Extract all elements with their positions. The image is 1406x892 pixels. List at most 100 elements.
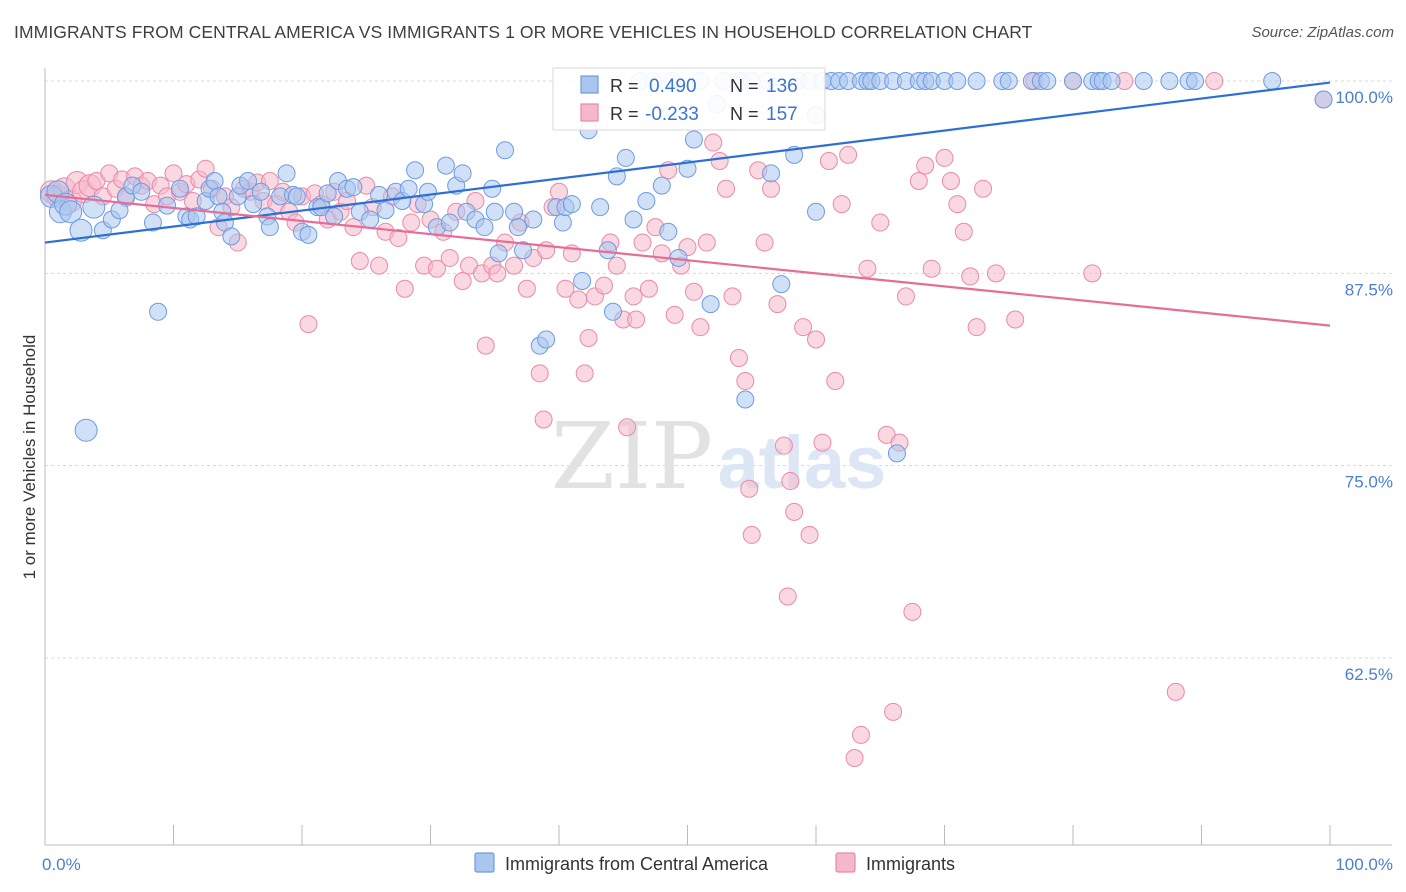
- pink-data-point: [370, 256, 389, 275]
- pink-data-point: [755, 233, 774, 252]
- blue-data-point: [537, 330, 556, 349]
- pink-data-point: [762, 179, 781, 198]
- blue-data-point: [598, 241, 617, 260]
- blue-data-point: [187, 207, 206, 226]
- blue-data-point: [637, 192, 656, 211]
- pink-data-point: [785, 502, 804, 521]
- pink-data-point: [768, 295, 787, 314]
- pink-data-point: [395, 279, 414, 298]
- pink-data-point: [884, 702, 903, 721]
- blue-data-point: [807, 202, 825, 221]
- pink-data-point: [909, 172, 928, 191]
- stats-pink-n-label: N =: [730, 104, 759, 124]
- blue-data-point: [406, 161, 425, 180]
- pink-trendline: [44, 193, 1331, 327]
- stats-box: R = 0.490 N = 136 R = -0.233 N = 157: [552, 67, 826, 131]
- blue-data-point: [170, 179, 189, 198]
- blue-data-point: [251, 182, 270, 201]
- pink-data-point: [350, 252, 369, 271]
- blue-data-point: [399, 179, 418, 198]
- blue-data-point: [505, 202, 524, 221]
- pink-data-point: [299, 315, 318, 334]
- pink-data-point: [575, 364, 594, 383]
- x-tick-label: 100.0%: [1335, 855, 1393, 874]
- pink-data-point: [954, 222, 973, 241]
- pink-data-point: [896, 287, 915, 306]
- blue-data-point: [376, 201, 395, 220]
- legend: Immigrants from Central America Immigran…: [474, 852, 955, 874]
- blue-data-point: [222, 227, 241, 246]
- pink-data-point: [986, 264, 1005, 283]
- axes: 100.0% 87.5% 75.0% 62.5% 0.0% 100.0%: [42, 68, 1393, 874]
- blue-data-point: [999, 72, 1018, 90]
- source-label: Source: ZipAtlas.com: [1251, 24, 1394, 41]
- pink-data-point: [697, 233, 716, 252]
- blue-data-point: [287, 187, 306, 206]
- blue-data-point: [616, 148, 635, 167]
- pink-data-point: [781, 472, 800, 491]
- blue-data-point: [209, 187, 228, 206]
- blue-data-point: [69, 218, 93, 242]
- pink-data-point: [794, 318, 813, 337]
- pink-data-point: [453, 272, 472, 291]
- blue-data-point: [149, 302, 168, 321]
- pink-data-point: [164, 164, 183, 183]
- pink-data-point: [618, 418, 637, 437]
- legend-blue-swatch: [474, 852, 495, 873]
- blue-data-point: [1314, 90, 1333, 109]
- stats-blue-n-label: N =: [730, 76, 759, 96]
- pink-data-point: [476, 336, 495, 355]
- blue-data-point: [1102, 72, 1121, 90]
- pink-data-point: [922, 259, 941, 278]
- pink-data-point: [1083, 264, 1102, 283]
- pink-data-point: [1166, 682, 1185, 701]
- pink-data-point: [534, 410, 553, 429]
- pink-data-point: [1006, 310, 1025, 329]
- pink-data-point: [961, 267, 980, 286]
- pink-data-point: [813, 433, 832, 452]
- blue-data-point: [524, 210, 543, 229]
- blue-data-point: [485, 202, 504, 221]
- pink-data-point: [665, 305, 684, 324]
- blue-data-point: [436, 156, 455, 175]
- blue-data-point: [418, 182, 437, 201]
- y-tick-label: 62.5%: [1345, 665, 1393, 684]
- blue-data-point: [1160, 72, 1179, 90]
- x-tick-label: 0.0%: [42, 855, 81, 874]
- pink-data-point: [389, 228, 408, 247]
- pink-data-point: [941, 172, 960, 191]
- legend-blue-label: Immigrants from Central America: [505, 854, 769, 874]
- blue-data-point: [678, 159, 697, 178]
- stats-pink-n-value: 157: [766, 104, 798, 125]
- pink-data-point: [427, 259, 446, 278]
- pink-data-point: [845, 749, 864, 768]
- pink-data-point: [800, 525, 819, 544]
- pink-data-point: [639, 279, 658, 298]
- blue-data-point: [361, 210, 380, 229]
- pink-data-point: [967, 318, 986, 337]
- pink-data-point: [691, 318, 710, 337]
- blue-data-point: [82, 195, 106, 219]
- blue-data-point: [205, 172, 224, 191]
- blue-data-point: [325, 207, 344, 226]
- y-tick-label: 75.0%: [1345, 473, 1393, 492]
- blue-data-point: [573, 272, 592, 291]
- blue-data-point: [887, 444, 906, 463]
- pink-data-point: [633, 233, 652, 252]
- pink-data-point: [196, 159, 215, 178]
- blue-data-point: [659, 222, 678, 241]
- blue-data-point: [239, 172, 258, 191]
- blue-data-point: [1186, 72, 1205, 90]
- pink-data-point: [579, 328, 598, 347]
- pink-data-point: [832, 195, 851, 214]
- blue-data-point: [489, 244, 508, 263]
- stats-pink-r-value: -0.233: [645, 104, 699, 125]
- blue-data-point: [260, 218, 279, 237]
- pink-data-point: [710, 152, 729, 171]
- pink-data-point: [736, 372, 755, 391]
- pink-data-point: [851, 725, 870, 744]
- pink-data-point: [594, 276, 613, 295]
- stats-blue-r-value: 0.490: [649, 76, 697, 97]
- pink-data-point: [684, 282, 703, 301]
- pink-data-point: [530, 364, 549, 383]
